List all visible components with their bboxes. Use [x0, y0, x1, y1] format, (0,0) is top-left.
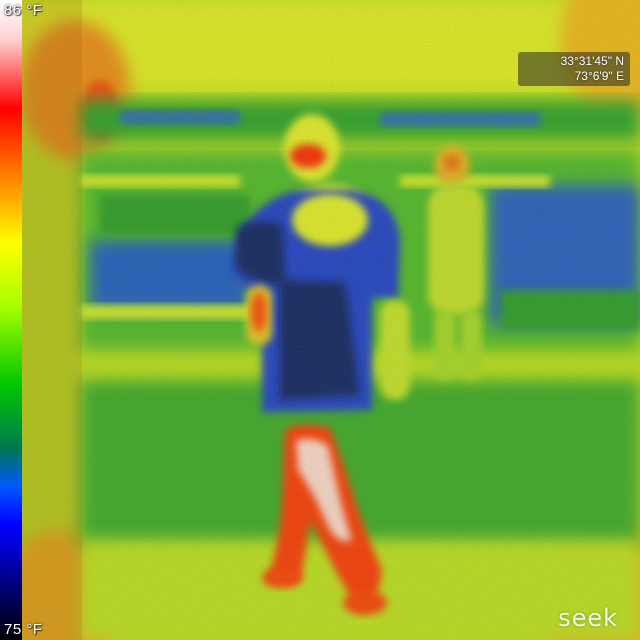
max-temperature-label: 86 °F — [4, 2, 43, 19]
seek-thermal-logo: seek — [558, 606, 618, 630]
latitude-text: 33°31'45" N — [560, 54, 624, 68]
scale-side-shade — [22, 0, 82, 640]
temperature-scale-bar — [0, 0, 22, 640]
gps-coordinates: 33°31'45" N 73°6'9" E — [518, 52, 630, 86]
logo-text: seek — [558, 604, 618, 632]
longitude-text: 73°6'9" E — [574, 69, 624, 83]
min-temperature-label: 75 °F — [4, 621, 43, 638]
